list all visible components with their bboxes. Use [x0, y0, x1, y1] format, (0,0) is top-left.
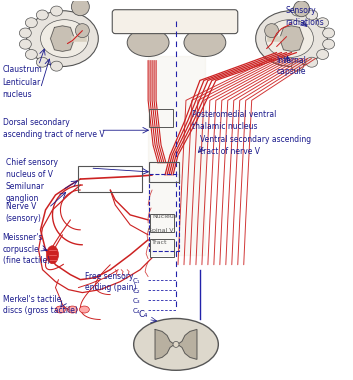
- Circle shape: [71, 0, 89, 16]
- Ellipse shape: [25, 18, 37, 28]
- Polygon shape: [148, 55, 205, 255]
- Ellipse shape: [36, 10, 48, 20]
- Text: Dorsal secondary
ascending tract of nerve V: Dorsal secondary ascending tract of nerv…: [3, 118, 104, 139]
- Ellipse shape: [134, 318, 219, 370]
- Ellipse shape: [256, 11, 327, 66]
- Ellipse shape: [50, 6, 62, 16]
- FancyBboxPatch shape: [112, 10, 238, 33]
- Text: Tract: Tract: [152, 240, 168, 245]
- Ellipse shape: [47, 246, 59, 264]
- Polygon shape: [280, 26, 304, 51]
- Circle shape: [265, 24, 279, 38]
- Text: C₄: C₄: [138, 310, 148, 319]
- Polygon shape: [50, 26, 74, 51]
- Text: Ventral secondary ascending
tract of nerve V: Ventral secondary ascending tract of ner…: [200, 135, 311, 156]
- Text: Nerve V
(sensory): Nerve V (sensory): [6, 202, 42, 223]
- Text: Nucleus: Nucleus: [152, 214, 177, 219]
- Text: Meissner's
corpuscle
(fine tactile): Meissner's corpuscle (fine tactile): [3, 233, 50, 266]
- Ellipse shape: [36, 57, 48, 67]
- Ellipse shape: [323, 28, 335, 38]
- Ellipse shape: [306, 57, 318, 67]
- Ellipse shape: [67, 306, 77, 313]
- Ellipse shape: [266, 20, 313, 57]
- Ellipse shape: [19, 28, 31, 38]
- Circle shape: [76, 24, 89, 38]
- Text: Sensory
radiations: Sensory radiations: [286, 6, 324, 27]
- Ellipse shape: [292, 61, 304, 71]
- Text: Semilunar
ganglion: Semilunar ganglion: [6, 182, 45, 203]
- Ellipse shape: [317, 49, 329, 59]
- Ellipse shape: [26, 11, 98, 66]
- Ellipse shape: [306, 10, 318, 20]
- Ellipse shape: [19, 39, 31, 49]
- Ellipse shape: [317, 18, 329, 28]
- Text: C₃: C₃: [133, 298, 140, 304]
- Text: Posteromedial ventral
thalamic nucleus: Posteromedial ventral thalamic nucleus: [192, 110, 276, 131]
- Ellipse shape: [79, 306, 89, 313]
- Text: Internal
capsule: Internal capsule: [277, 55, 306, 76]
- Ellipse shape: [55, 306, 65, 313]
- Text: Lenticular
nucleus: Lenticular nucleus: [3, 78, 41, 99]
- Text: C₁: C₁: [133, 278, 140, 283]
- Ellipse shape: [41, 20, 88, 57]
- Circle shape: [294, 1, 310, 17]
- Polygon shape: [155, 329, 197, 359]
- Ellipse shape: [323, 39, 335, 49]
- Text: Merkel's tactile
discs (gross tactile): Merkel's tactile discs (gross tactile): [3, 294, 78, 315]
- Text: Spinal V: Spinal V: [148, 228, 174, 233]
- Ellipse shape: [127, 28, 169, 57]
- Ellipse shape: [184, 28, 226, 57]
- Text: C₂: C₂: [132, 288, 140, 294]
- Ellipse shape: [50, 61, 62, 71]
- Text: Claustrum: Claustrum: [3, 65, 42, 74]
- Text: Free sensory
ending (pain): Free sensory ending (pain): [85, 272, 137, 293]
- Text: C₄: C₄: [133, 307, 140, 314]
- Circle shape: [173, 341, 179, 347]
- Ellipse shape: [292, 6, 304, 16]
- Text: Chief sensory
nucleus of V: Chief sensory nucleus of V: [6, 158, 58, 179]
- Ellipse shape: [25, 49, 37, 59]
